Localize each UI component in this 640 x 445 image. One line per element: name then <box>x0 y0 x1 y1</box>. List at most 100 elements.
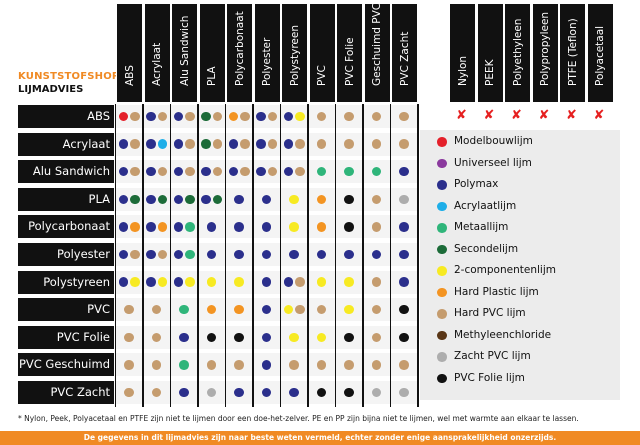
row-header: PVC Geschuimd <box>18 353 114 377</box>
adhesive-dot <box>344 111 354 122</box>
adhesive-dot <box>399 360 409 370</box>
adhesive-dot <box>267 139 277 149</box>
matrix-cell <box>116 160 142 184</box>
matrix-cell <box>253 243 280 266</box>
adhesive-dot <box>316 277 327 287</box>
matrix-cell <box>253 132 280 156</box>
matrix-cell <box>116 298 142 322</box>
matrix-cell <box>391 105 417 128</box>
legend-label: Modelbouwlijm <box>454 135 533 147</box>
excluded-column-label: Polyethyleen <box>511 18 524 86</box>
matrix-cell <box>143 105 170 128</box>
column-label: ABS <box>123 65 136 86</box>
adhesive-dot <box>212 139 222 149</box>
matrix-cell <box>253 353 280 377</box>
adhesive-dot <box>295 139 305 149</box>
excluded-column-label: Polypropyleen <box>539 11 551 86</box>
column-label: PLA <box>206 66 218 86</box>
adhesive-dot <box>261 304 272 315</box>
matrix-cell <box>391 132 417 156</box>
legend-item: Metaallijm <box>437 221 508 233</box>
adhesive-dot <box>206 249 217 260</box>
adhesive-dot <box>371 166 382 177</box>
column-label: PVC Zacht <box>398 31 411 86</box>
legend-panel <box>420 130 620 400</box>
adhesive-dot <box>234 332 244 343</box>
adhesive-dot <box>399 277 409 287</box>
adhesive-dot <box>185 249 195 260</box>
matrix-cell <box>198 132 225 156</box>
matrix-cell <box>336 243 362 266</box>
legend-item: Hard PVC lijm <box>437 307 526 319</box>
adhesive-dot <box>146 166 156 177</box>
column-header: Polystyreen <box>281 4 307 102</box>
adhesive-dot <box>344 194 354 205</box>
brand-subtitle: LIJMADVIES <box>18 84 84 95</box>
column-label: Geschuimd PVC <box>371 2 383 86</box>
matrix-cell <box>143 325 170 349</box>
adhesive-dot <box>316 332 327 343</box>
legend-swatch <box>437 137 447 147</box>
adhesive-dot <box>399 139 409 149</box>
matrix-cell <box>198 243 225 266</box>
legend-item: Universeel lijm <box>437 157 532 169</box>
excluded-column-header: Polyethyleen <box>504 4 530 102</box>
adhesive-dot <box>289 194 299 205</box>
legend-swatch <box>437 201 447 211</box>
matrix-cell <box>281 243 307 266</box>
matrix-cell <box>171 160 197 184</box>
legend-label: Polymax <box>454 178 499 190</box>
adhesive-dot <box>118 194 128 205</box>
matrix-cell <box>171 381 197 404</box>
column-label: Polystyreen <box>288 25 301 86</box>
adhesive-dot <box>146 111 156 122</box>
adhesive-dot <box>240 111 250 122</box>
row-header: Polystyreen <box>18 270 114 294</box>
matrix-cell <box>253 325 280 349</box>
not-bondable-mark: ✘ <box>593 108 605 123</box>
column-divider <box>389 104 391 407</box>
adhesive-dot <box>399 222 409 232</box>
adhesive-dot <box>316 304 327 315</box>
legend-item: PVC Folie lijm <box>437 372 525 384</box>
matrix-cell <box>116 187 142 211</box>
adhesive-dot <box>344 304 354 315</box>
adhesive-dot <box>289 249 299 260</box>
matrix-cell <box>391 243 417 266</box>
matrix-cell <box>116 270 142 294</box>
matrix-cell <box>336 187 362 211</box>
matrix-cell <box>281 325 307 349</box>
matrix-cell <box>198 325 225 349</box>
adhesive-dot <box>371 304 382 315</box>
matrix-cell <box>308 160 335 184</box>
column-divider <box>252 104 254 407</box>
adhesive-dot <box>212 166 222 177</box>
legend-swatch <box>437 330 447 340</box>
adhesive-dot <box>185 111 195 122</box>
adhesive-dot <box>118 139 128 149</box>
matrix-cell <box>171 325 197 349</box>
matrix-cell <box>198 270 225 294</box>
adhesive-dot <box>173 139 183 149</box>
adhesive-dot <box>316 222 327 232</box>
matrix-cell <box>171 243 197 266</box>
matrix-cell <box>226 325 252 349</box>
legend-item: Methyleenchloride <box>437 329 551 341</box>
adhesive-dot <box>283 277 293 287</box>
adhesive-dot <box>371 332 382 343</box>
matrix-cell <box>143 187 170 211</box>
adhesive-dot <box>173 277 183 287</box>
adhesive-dot <box>130 249 140 260</box>
matrix-cell <box>198 298 225 322</box>
matrix-cell <box>363 105 390 128</box>
legend-swatch <box>437 352 447 362</box>
matrix-cell <box>308 187 335 211</box>
column-header: PVC <box>308 4 335 102</box>
legend-swatch <box>437 287 447 297</box>
legend-label: Secondelijm <box>454 242 519 255</box>
matrix-cell <box>281 353 307 377</box>
matrix-cell <box>171 298 197 322</box>
column-label: Polyester <box>261 37 273 86</box>
matrix-cell <box>336 353 362 377</box>
not-bondable-mark: ✘ <box>566 108 577 123</box>
